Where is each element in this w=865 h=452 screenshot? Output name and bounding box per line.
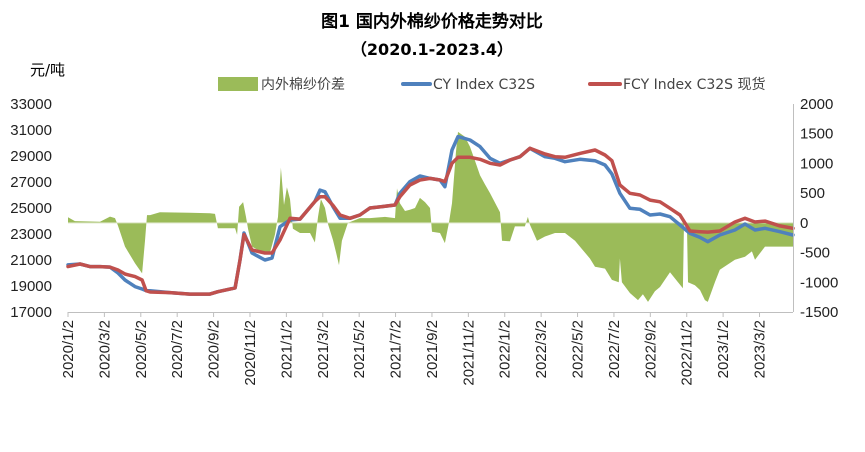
x-tick-label: 2023/3/2 — [752, 320, 769, 378]
y-tick-label: 21000 — [10, 252, 52, 269]
axes: 33000 31000 29000 27000 25000 23000 21000 19000… — [10, 96, 838, 386]
x-tick-label: 2022/9/2 — [642, 320, 659, 378]
x-tick-label: 2022/5/2 — [570, 320, 587, 378]
x-tick-label: 2021/11/2 — [460, 320, 477, 386]
y-tick-label: 17000 — [10, 304, 52, 321]
y2-tick-label: 500 — [800, 185, 825, 202]
y-axis-unit-label: 元/吨 — [30, 61, 65, 79]
x-tick-label: 2020/3/2 — [96, 320, 113, 378]
y-tick-label: 29000 — [10, 148, 52, 165]
legend-label-fcy: FCY Index C32S 现货 — [623, 76, 766, 93]
x-tick-label: 2021/3/2 — [315, 320, 332, 378]
price-lines-layer — [66, 134, 795, 296]
x-tick-label: 2020/7/2 — [169, 320, 186, 378]
x-tick-label: 2020/11/2 — [242, 320, 259, 386]
x-tick-label: 2021/7/2 — [388, 320, 405, 378]
x-tick-label: 2022/7/2 — [606, 320, 623, 378]
y2-tick-label: 2000 — [800, 96, 833, 113]
x-tick-label: 2021/1/2 — [278, 320, 295, 378]
spread-area — [68, 131, 793, 302]
y-tick-label: 25000 — [10, 200, 52, 217]
fcy-index-line — [66, 146, 795, 296]
x-tick-label: 2020/9/2 — [206, 320, 223, 378]
y2-tick-label: -1500 — [800, 304, 838, 321]
y2-tick-label: 0 — [800, 215, 808, 232]
legend-label-cy: CY Index C32S — [433, 77, 535, 93]
chart-subtitle: （2020.1-2023.4） — [351, 40, 513, 59]
y2-tick-label: 1000 — [800, 155, 833, 172]
x-tick-label: 2022/1/2 — [497, 320, 514, 378]
x-tick-label: 2021/9/2 — [424, 320, 441, 378]
y-tick-label: 31000 — [10, 122, 52, 139]
x-tick-label: 2021/5/2 — [351, 320, 368, 378]
x-tick-label: 2020/1/2 — [60, 320, 77, 378]
legend-swatch-spread — [218, 77, 258, 91]
y2-tick-label: -1000 — [800, 274, 838, 291]
x-tick-label: 2022/11/2 — [679, 320, 696, 386]
spread-area-layer — [68, 131, 793, 302]
legend: 内外棉纱价差 CY Index C32S FCY Index C32S 现货 — [218, 76, 766, 93]
legend-label-spread: 内外棉纱价差 — [261, 76, 345, 93]
y-tick-label: 19000 — [10, 278, 52, 295]
x-tick-label: 2020/5/2 — [133, 320, 150, 378]
y-tick-label: 23000 — [10, 226, 52, 243]
x-tick-label: 2022/3/2 — [533, 320, 550, 378]
y2-tick-label: -500 — [800, 245, 830, 262]
y2-tick-label: 1500 — [800, 126, 833, 143]
chart-title: 图1 国内外棉纱价格走势对比 — [321, 11, 543, 32]
x-tick-label: 2023/1/2 — [715, 320, 732, 378]
y-tick-label: 33000 — [10, 96, 52, 113]
y-tick-label: 27000 — [10, 174, 52, 191]
